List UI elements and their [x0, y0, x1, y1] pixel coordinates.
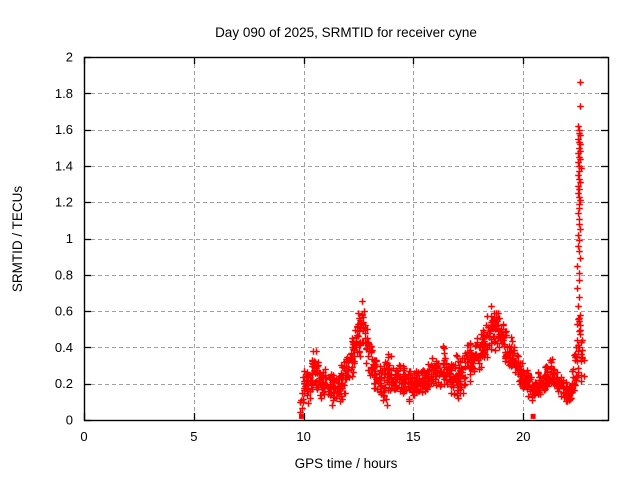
x-tick-label: 20 — [516, 429, 530, 444]
y-tick-label: 1 — [66, 231, 73, 246]
x-tick-label: 10 — [296, 429, 310, 444]
zero-marker — [298, 413, 304, 419]
plot-border — [83, 56, 610, 422]
y-tick-label: 0 — [66, 413, 73, 428]
y-tick-label: 1.2 — [55, 195, 73, 210]
y-tick-label: 0.2 — [55, 376, 73, 391]
y-tick-label: 1.8 — [55, 86, 73, 101]
y-tick-label: 2 — [66, 50, 73, 65]
gridlines — [84, 57, 608, 420]
y-tick-label: 0.6 — [55, 304, 73, 319]
y-tick-label: 0.4 — [55, 340, 73, 355]
scatter-points — [297, 79, 588, 416]
tick-labels: 0 5 10 15 20 0 0.2 0.4 0.6 0.8 1 1.2 1.4 1.6 1.8 2 — [55, 50, 531, 445]
y-tick-label: 1.6 — [55, 122, 73, 137]
x-axis-label: GPS time / hours — [295, 456, 398, 471]
y-axis-label: SRMTID / TECUs — [10, 186, 25, 293]
y-tick-label: 1.4 — [55, 158, 73, 173]
x-tick-label: 5 — [190, 429, 197, 444]
zero-marker — [530, 413, 536, 419]
x-tick-label: 15 — [406, 429, 420, 444]
chart-title: Day 090 of 2025, SRMTID for receiver cyn… — [215, 25, 477, 40]
y-tick-label: 0.8 — [55, 267, 73, 282]
x-tick-label: 0 — [80, 429, 87, 444]
